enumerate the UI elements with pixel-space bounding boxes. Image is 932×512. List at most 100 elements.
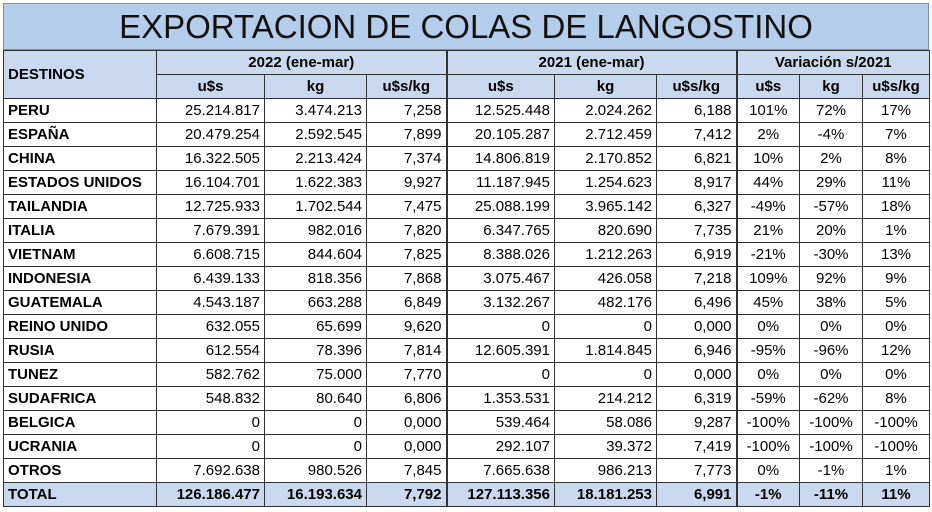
var-usd-cell: 0% — [735, 458, 800, 483]
var-kg-cell: 0% — [799, 362, 863, 387]
usd-kg-2021-cell: 6,327 — [656, 194, 737, 219]
usd-2021-cell: 12.525.448 — [445, 98, 555, 123]
var-usd-kg-cell: 17% — [862, 98, 930, 123]
usd-kg-2022-cell: 7,374 — [366, 146, 447, 171]
usd-2022-cell: 7.692.638 — [156, 458, 265, 483]
usd-2021-cell: 3.132.267 — [445, 290, 555, 315]
var-kg-cell: 92% — [799, 266, 863, 291]
destination-cell: REINO UNIDO — [3, 314, 157, 339]
kg-2021-cell: 820.690 — [554, 218, 657, 243]
kg-2021-cell: 2.024.262 — [554, 98, 657, 123]
var-usd-cell: 101% — [735, 98, 800, 123]
kg-2022-cell: 2.592.545 — [264, 122, 367, 147]
usd-2021-cell: 11.187.945 — [445, 170, 555, 195]
usd-kg-2021-cell: 6,496 — [656, 290, 737, 315]
var-kg-cell: -100% — [799, 410, 863, 435]
usd-2021-cell: 6.347.765 — [445, 218, 555, 243]
usd-kg-2021-cell: 6,991 — [656, 482, 737, 507]
var-usd-cell: -49% — [735, 194, 800, 219]
group-header-2021: 2021 (ene-mar) — [445, 50, 737, 75]
usd-kg-2021-cell: 6,946 — [656, 338, 737, 363]
var-kg-cell: 38% — [799, 290, 863, 315]
usd-2022-cell: 6.608.715 — [156, 242, 265, 267]
usd-kg-2022-cell: 9,927 — [366, 170, 447, 195]
usd-kg-2022-cell: 0,000 — [366, 410, 447, 435]
table-row: PERU 25.214.817 3.474.213 7,258 12.525.448 2.… — [3, 98, 930, 123]
destination-cell: PERU — [3, 98, 157, 123]
kg-2022-cell: 75.000 — [264, 362, 367, 387]
usd-2022-cell: 16.104.701 — [156, 170, 265, 195]
var-usd-cell: 2% — [735, 122, 800, 147]
var-kg-cell: -4% — [799, 122, 863, 147]
usd-2021-cell: 20.105.287 — [445, 122, 555, 147]
usd-2022-cell: 12.725.933 — [156, 194, 265, 219]
destination-cell: BELGICA — [3, 410, 157, 435]
var-usd-kg-cell: 0% — [862, 314, 930, 339]
kg-2021-cell: 0 — [554, 362, 657, 387]
table-row: BELGICA 0 0 0,000 539.464 58.086 9,287 -100% -10… — [3, 410, 930, 435]
usd-kg-2021-cell: 7,412 — [656, 122, 737, 147]
header-sub-row: u$s kg u$s/kg u$s kg u$s/kg u$s kg u$s/k… — [4, 74, 930, 99]
var-usd-cell: 21% — [735, 218, 800, 243]
usd-kg-2022-cell: 7,814 — [366, 338, 447, 363]
var-usd-cell: 10% — [735, 146, 800, 171]
kg-2022-cell: 844.604 — [264, 242, 367, 267]
usd-2021-cell: 0 — [445, 314, 555, 339]
table-row: ITALIA 7.679.391 982.016 7,820 6.347.765 820.… — [3, 218, 930, 243]
usd-2021-cell: 292.107 — [445, 434, 555, 459]
usd-kg-2022-cell: 7,792 — [366, 482, 447, 507]
destination-cell: UCRANIA — [3, 434, 157, 459]
var-kg-cell: -100% — [799, 434, 863, 459]
var-kg-cell: 0% — [799, 314, 863, 339]
destination-cell: SUDAFRICA — [3, 386, 157, 411]
destinos-header: DESTINOS — [3, 50, 157, 99]
table-row: OTROS 7.692.638 980.526 7,845 7.665.638 986.2… — [3, 458, 930, 483]
usd-kg-2021-cell: 6,319 — [656, 386, 737, 411]
var-kg-cell: 29% — [799, 170, 863, 195]
usd-2021-cell: 1.353.531 — [445, 386, 555, 411]
var-usd-kg-cell: 0% — [862, 362, 930, 387]
kg-2022-cell: 16.193.634 — [264, 482, 367, 507]
kg-2021-cell: 3.965.142 — [554, 194, 657, 219]
var-usd-kg-cell: 1% — [862, 458, 930, 483]
var-kg-cell: -96% — [799, 338, 863, 363]
var-kg-cell: -11% — [799, 482, 863, 507]
destination-cell: ESTADOS UNIDOS — [3, 170, 157, 195]
sub-header-usd-kg-2021: u$s/kg — [656, 74, 737, 99]
usd-kg-2021-cell: 0,000 — [656, 314, 737, 339]
kg-2022-cell: 80.640 — [264, 386, 367, 411]
kg-2022-cell: 1.702.544 — [264, 194, 367, 219]
usd-kg-2022-cell: 7,825 — [366, 242, 447, 267]
usd-2022-cell: 612.554 — [156, 338, 265, 363]
kg-2021-cell: 214.212 — [554, 386, 657, 411]
var-usd-kg-cell: 11% — [862, 482, 930, 507]
usd-2022-cell: 16.322.505 — [156, 146, 265, 171]
kg-2022-cell: 65.699 — [264, 314, 367, 339]
var-usd-cell: -95% — [735, 338, 800, 363]
usd-kg-2021-cell: 7,419 — [656, 434, 737, 459]
var-kg-cell: 72% — [799, 98, 863, 123]
sub-header-usd-2022: u$s — [156, 74, 265, 99]
usd-2022-cell: 582.762 — [156, 362, 265, 387]
kg-2021-cell: 1.254.623 — [554, 170, 657, 195]
report-title: EXPORTACION DE COLAS DE LANGOSTINO — [3, 3, 929, 50]
usd-kg-2022-cell: 9,620 — [366, 314, 447, 339]
var-kg-cell: -1% — [799, 458, 863, 483]
usd-2021-cell: 7.665.638 — [445, 458, 555, 483]
sub-header-usd-var: u$s — [735, 74, 800, 99]
destination-cell: ESPAÑA — [3, 122, 157, 147]
var-usd-cell: 45% — [735, 290, 800, 315]
usd-kg-2022-cell: 7,845 — [366, 458, 447, 483]
var-usd-kg-cell: 13% — [862, 242, 930, 267]
destination-cell: VIETNAM — [3, 242, 157, 267]
table-row: CHINA 16.322.505 2.213.424 7,374 14.806.819 2… — [3, 146, 930, 171]
var-usd-kg-cell: 9% — [862, 266, 930, 291]
var-usd-kg-cell: 5% — [862, 290, 930, 315]
usd-2022-cell: 20.479.254 — [156, 122, 265, 147]
var-usd-cell: 44% — [735, 170, 800, 195]
table-row: REINO UNIDO 632.055 65.699 9,620 0 0 0,000 0% 0%… — [3, 314, 930, 339]
destination-cell: OTROS — [3, 458, 157, 483]
usd-2021-cell: 539.464 — [445, 410, 555, 435]
kg-2021-cell: 426.058 — [554, 266, 657, 291]
